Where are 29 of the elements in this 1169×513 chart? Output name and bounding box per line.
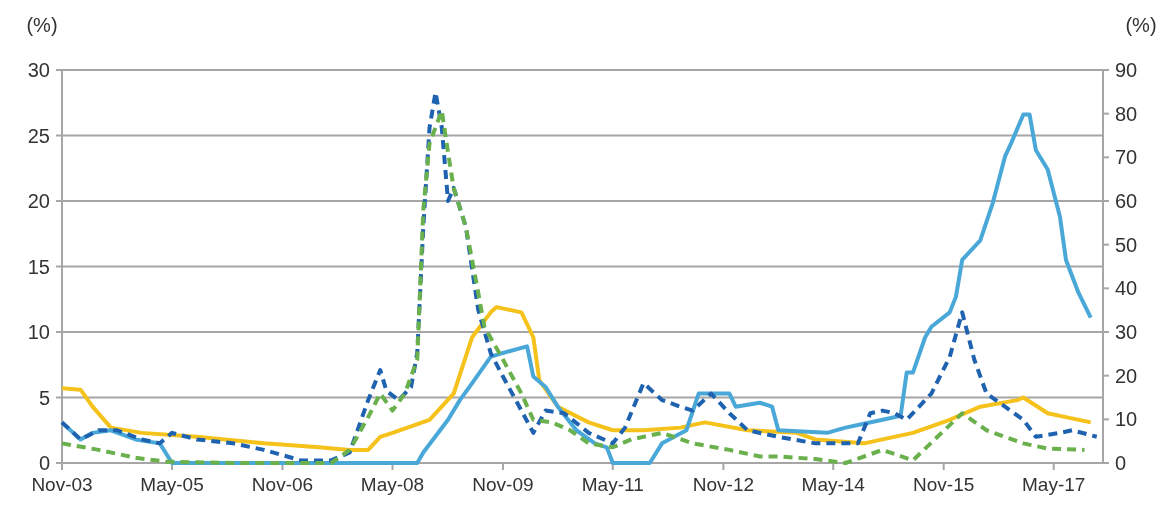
x-tick-label: Nov-09 xyxy=(472,474,534,495)
y2-tick-label: 40 xyxy=(1115,277,1138,300)
y-tick-label: 20 xyxy=(27,190,50,212)
y2-axis-title: (%) xyxy=(1125,14,1157,36)
y2-tick-label: 10 xyxy=(1115,408,1138,431)
y2-tick-label: 80 xyxy=(1115,102,1138,125)
x-tick-label: May-11 xyxy=(581,474,644,495)
x-tick-label: May-08 xyxy=(360,474,425,495)
y2-tick-label: 70 xyxy=(1115,146,1138,169)
y-axis-title: (%) xyxy=(26,14,58,36)
y-tick-label: 25 xyxy=(27,124,50,147)
y2-tick-label: 20 xyxy=(1115,364,1138,387)
y2-tick-label: 0 xyxy=(1115,452,1127,474)
y-tick-label: 15 xyxy=(27,255,50,278)
x-tick-label: Nov-06 xyxy=(251,474,314,495)
y2-tick-label: 90 xyxy=(1115,59,1138,81)
x-tick-label: May-05 xyxy=(140,474,204,495)
x-tick-label: Nov-15 xyxy=(913,474,975,495)
y2-tick-label: 50 xyxy=(1115,233,1138,256)
x-tick-label: Nov-12 xyxy=(692,474,755,495)
y2-tick-label: 60 xyxy=(1115,190,1138,212)
y-tick-label: 0 xyxy=(38,452,50,474)
y-tick-label: 5 xyxy=(38,386,50,409)
x-tick-label: Nov-03 xyxy=(31,474,93,495)
x-tick-label: May-17 xyxy=(1022,474,1086,495)
y-tick-label: 10 xyxy=(27,321,50,343)
y-tick-label: 30 xyxy=(27,59,50,81)
y2-tick-label: 30 xyxy=(1115,321,1138,343)
x-tick-label: May-14 xyxy=(801,474,866,495)
